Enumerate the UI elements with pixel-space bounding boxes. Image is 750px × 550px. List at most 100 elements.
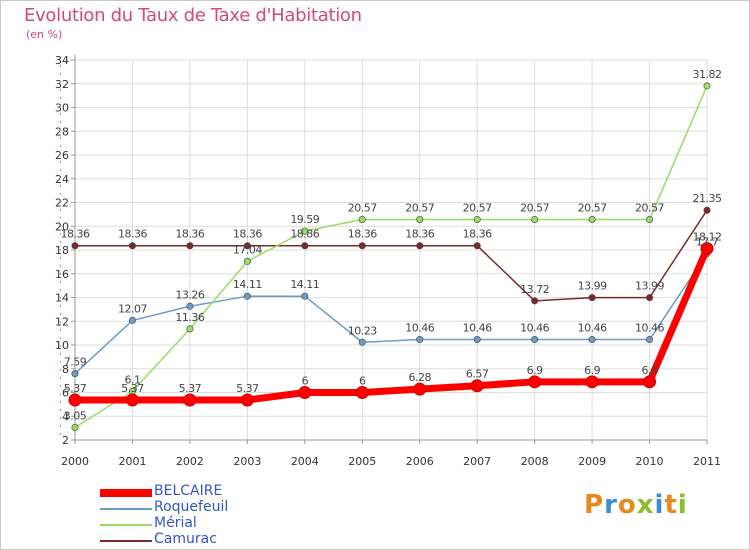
data-point-mérial: [646, 215, 654, 223]
data-label-belcaire: 18.12: [693, 231, 722, 244]
axis-decoration-dot: [60, 113, 61, 115]
axis-decoration-dot: [60, 241, 61, 243]
axis-decoration-dot: [60, 297, 61, 299]
logo-letter: P: [584, 490, 605, 520]
legend-label: Mérial: [154, 515, 197, 531]
y-tick-label: 28: [55, 125, 69, 138]
y-tick-label: 24: [55, 173, 69, 186]
data-point-camurac: [358, 242, 366, 250]
data-point-roquefeuil: [588, 336, 596, 344]
data-point-roquefeuil: [128, 316, 136, 324]
data-point-roquefeuil: [186, 302, 194, 310]
data-label-belcaire: 5.37: [179, 382, 202, 395]
data-point-roquefeuil: [646, 336, 654, 344]
data-label-mérial: 20.57: [405, 201, 434, 214]
x-tick-label: 2000: [61, 455, 89, 468]
axis-decoration-dot: [60, 265, 61, 267]
x-tick-label: 2010: [636, 455, 664, 468]
data-label-roquefeuil: 13.26: [175, 288, 204, 301]
legend-swatch: [100, 524, 152, 526]
logo-letter: r: [604, 490, 618, 520]
data-label-belcaire: 5.37: [236, 382, 259, 395]
data-point-mérial: [186, 325, 194, 333]
data-point-camurac: [531, 297, 539, 305]
data-point-mérial: [473, 215, 481, 223]
logo-letter: x: [636, 490, 655, 520]
data-label-camurac: 13.99: [635, 280, 664, 293]
data-point-belcaire: [528, 375, 542, 389]
data-label-belcaire: 6.9: [584, 364, 600, 377]
axis-decoration-dot: [60, 249, 61, 251]
data-label-belcaire: 6.9: [527, 364, 543, 377]
x-tick-label: 2007: [463, 455, 491, 468]
y-tick-label: 16: [55, 268, 69, 281]
axis-decoration-dot: [60, 209, 61, 211]
data-point-camurac: [646, 294, 654, 302]
axis-decoration-dot: [60, 369, 61, 371]
data-label-belcaire: 6.28: [408, 371, 431, 384]
series-line-mérial: [74, 85, 708, 429]
axis-decoration-dot: [60, 153, 61, 155]
axis-decoration-dot: [60, 289, 61, 291]
logo-letter: t: [664, 490, 678, 520]
x-tick-label: 2004: [291, 455, 319, 468]
data-point-belcaire: [355, 386, 369, 399]
y-tick-label: 12: [55, 315, 69, 328]
axis-decoration-dot: [60, 353, 61, 355]
logo-letter: i: [677, 490, 688, 520]
axis-decoration-dot: [60, 81, 61, 83]
proxiti-logo: Proxiti: [584, 490, 688, 520]
data-point-mérial: [588, 215, 596, 223]
data-label-roquefeuil: 14.11: [233, 278, 262, 291]
axis-decoration-dot: [60, 137, 61, 139]
x-tick-label: 2005: [348, 455, 376, 468]
y-tick-label: 22: [55, 197, 69, 210]
data-point-camurac: [128, 242, 136, 250]
data-label-mérial: 11.36: [175, 311, 204, 324]
axis-decoration-dot: [60, 177, 61, 179]
axis-decoration-dot: [60, 97, 61, 99]
data-point-camurac: [416, 242, 424, 250]
axis-decoration-dot: [60, 145, 61, 147]
axis-decoration-dot: [60, 185, 61, 187]
x-tick-label: 2006: [406, 455, 434, 468]
axis-decoration-dot: [60, 417, 61, 419]
data-label-roquefeuil: 14.11: [290, 278, 319, 291]
data-label-mérial: 20.57: [348, 201, 377, 214]
legend-swatch: [100, 508, 152, 510]
data-point-belcaire: [643, 375, 657, 389]
data-point-mérial: [243, 257, 251, 265]
axis-decoration-dot: [60, 257, 61, 259]
legend-label: BELCAIRE: [154, 483, 223, 499]
y-tick-label: 14: [55, 292, 69, 305]
axis-decoration-dot: [60, 273, 61, 275]
axis-decoration-dot: [60, 129, 61, 131]
x-tick-label: 2011: [693, 455, 721, 468]
data-point-roquefeuil: [71, 370, 79, 378]
data-label-roquefeuil: 10.46: [520, 322, 549, 335]
chart-unit-label: (en %): [26, 28, 63, 41]
axis-decoration-dot: [60, 105, 61, 107]
data-label-mérial: 19.59: [290, 213, 319, 226]
data-label-mérial: 20.57: [463, 201, 492, 214]
data-point-belcaire: [68, 393, 82, 407]
axis-decoration-dot: [60, 401, 61, 403]
data-point-camurac: [473, 242, 481, 250]
axis-decoration-dot: [60, 217, 61, 219]
data-label-camurac: 18.36: [463, 228, 492, 241]
axis-decoration-dot: [60, 161, 61, 163]
data-point-roquefeuil: [473, 336, 481, 344]
data-label-camurac: 18.36: [233, 228, 262, 241]
data-label-belcaire: 5.37: [121, 382, 144, 395]
data-point-belcaire: [585, 375, 599, 389]
data-label-belcaire: 6: [302, 375, 309, 388]
axis-decoration-dot: [60, 433, 61, 435]
data-label-roquefeuil: 10.46: [635, 322, 664, 335]
x-tick-label: 2009: [578, 455, 606, 468]
data-point-camurac: [588, 294, 596, 302]
y-tick-label: 18: [55, 244, 69, 257]
data-point-camurac: [186, 242, 194, 250]
data-label-camurac: 18.36: [175, 228, 204, 241]
axis-decoration-dot: [60, 169, 61, 171]
